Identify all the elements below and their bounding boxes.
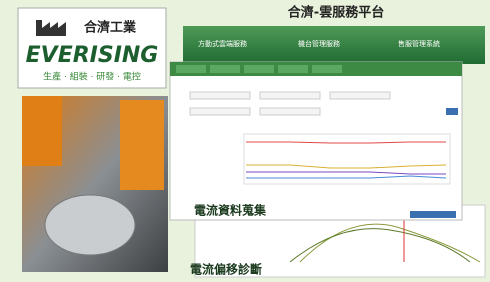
caption: 電流資料蒐集 — [194, 203, 267, 218]
caption: 電流偏移診斷 — [190, 262, 262, 277]
machine-part — [120, 100, 164, 190]
input[interactable] — [260, 108, 320, 115]
nav-button[interactable] — [312, 65, 342, 73]
platform-title: 合濟-雲服務平台 — [288, 5, 384, 21]
input[interactable] — [330, 92, 390, 99]
brand: EVERISING — [26, 43, 159, 68]
search-button[interactable] — [446, 108, 458, 115]
poster: 合濟工業 EVERISING 生產 · 組裝 · 研發 · 電控 合濟-雲服務平… — [0, 0, 490, 282]
input[interactable] — [260, 92, 320, 99]
nav-button[interactable] — [244, 65, 274, 73]
data-window — [170, 62, 462, 220]
banner-tab[interactable]: 方動式雲端服務 — [198, 39, 247, 48]
nav-button[interactable] — [176, 65, 206, 73]
tagline: 生產 · 組裝 · 研發 · 電控 — [43, 71, 141, 83]
nav-button[interactable] — [210, 65, 240, 73]
nav-buttons — [176, 65, 342, 73]
banner-tab[interactable]: 機台管理服務 — [298, 39, 340, 48]
banner-tab[interactable]: 售服管理系統 — [398, 39, 440, 48]
nav-button[interactable] — [278, 65, 308, 73]
machine-part — [22, 96, 62, 166]
page: 合濟工業 EVERISING 生產 · 組裝 · 研發 · 電控 合濟-雲服務平… — [0, 0, 490, 282]
export-button[interactable] — [410, 211, 456, 218]
input[interactable] — [190, 92, 250, 99]
input[interactable] — [190, 108, 250, 115]
company-name: 合濟工業 — [84, 20, 137, 36]
metal-disc — [45, 195, 135, 255]
